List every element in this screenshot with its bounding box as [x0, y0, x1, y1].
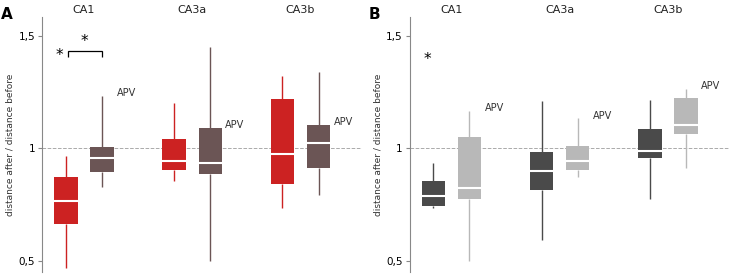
Y-axis label: distance after / distance before: distance after / distance before — [6, 74, 15, 216]
Bar — [198, 128, 222, 174]
Text: *: * — [56, 48, 63, 63]
Bar — [270, 99, 294, 184]
Text: APV: APV — [484, 103, 503, 113]
Text: *: * — [81, 34, 88, 49]
Text: CA1: CA1 — [440, 5, 462, 15]
Text: B: B — [368, 7, 380, 22]
Bar — [307, 125, 330, 168]
Bar — [675, 98, 698, 134]
Text: CA3b: CA3b — [653, 5, 683, 15]
Text: APV: APV — [701, 81, 720, 91]
Bar — [566, 146, 589, 170]
Y-axis label: distance after / distance before: distance after / distance before — [373, 74, 382, 216]
Bar — [54, 177, 77, 224]
Text: APV: APV — [334, 117, 353, 127]
Bar — [458, 137, 481, 199]
Text: CA3a: CA3a — [178, 5, 207, 15]
Text: CA1: CA1 — [73, 5, 95, 15]
Text: CA3a: CA3a — [545, 5, 574, 15]
Bar — [162, 139, 186, 170]
Text: A: A — [1, 7, 12, 22]
Text: CA3b: CA3b — [286, 5, 315, 15]
Bar — [638, 129, 662, 158]
Text: APV: APV — [226, 120, 245, 130]
Text: APV: APV — [593, 111, 612, 121]
Text: *: * — [423, 52, 431, 67]
Bar — [90, 147, 114, 172]
Bar — [530, 152, 553, 190]
Text: APV: APV — [117, 88, 136, 98]
Bar — [422, 181, 445, 206]
